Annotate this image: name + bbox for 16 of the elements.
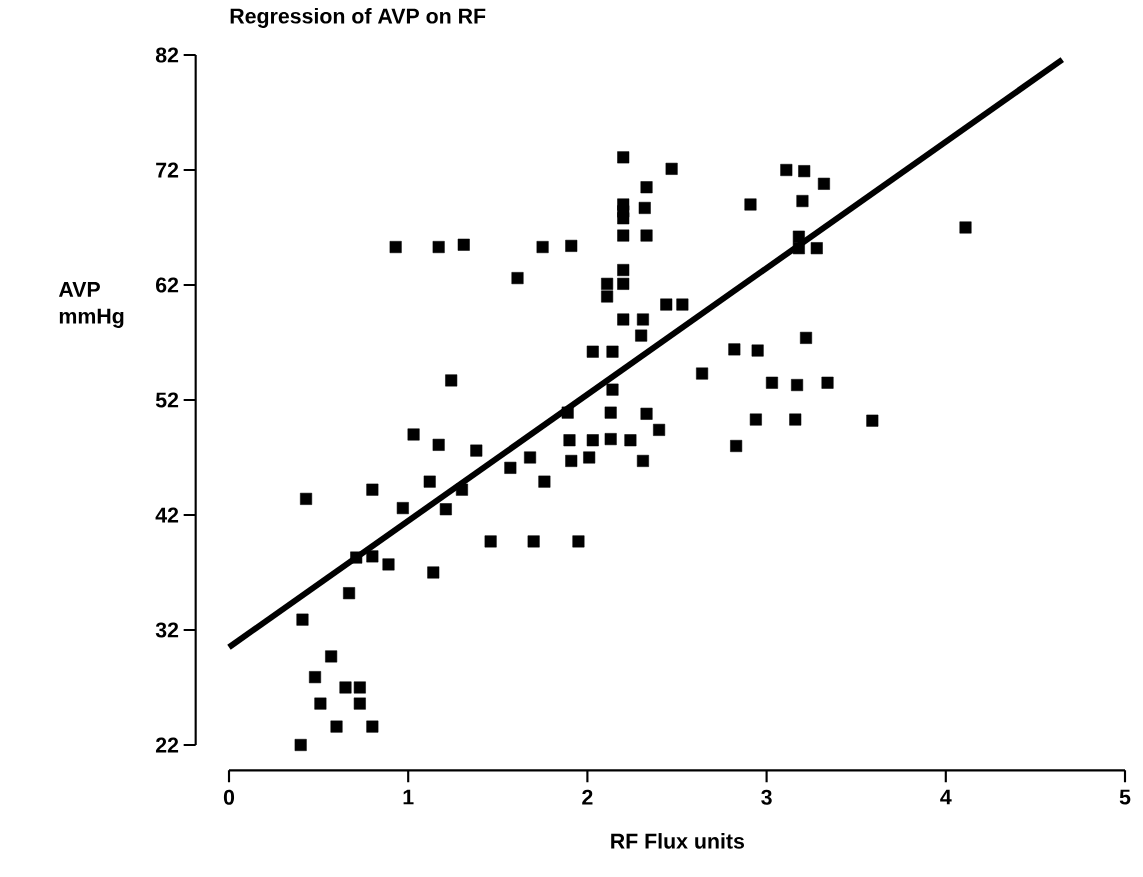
- x-tick-label: 3: [761, 789, 772, 805]
- y-axis-title: AVP mmHg: [58, 282, 124, 328]
- y-tick-label: 42: [155, 507, 179, 523]
- x-tick-label: 0: [223, 789, 235, 805]
- x-tick-label: 2: [582, 789, 593, 805]
- chart-title: Regression of AVP on RF: [230, 7, 486, 28]
- y-tick-label: 82: [155, 47, 179, 63]
- x-tick-label: 4: [940, 789, 952, 805]
- y-tick-label: 32: [155, 622, 179, 638]
- x-tick-label: 1: [403, 789, 414, 805]
- y-tick-label: 22: [155, 737, 179, 753]
- x-tick-label: 5: [1119, 789, 1131, 805]
- y-tick-label: 62: [156, 277, 179, 293]
- y-tick-label: 52: [155, 392, 179, 408]
- x-axis-title: RF Flux units: [611, 833, 745, 849]
- y-tick-label: 72: [156, 162, 179, 178]
